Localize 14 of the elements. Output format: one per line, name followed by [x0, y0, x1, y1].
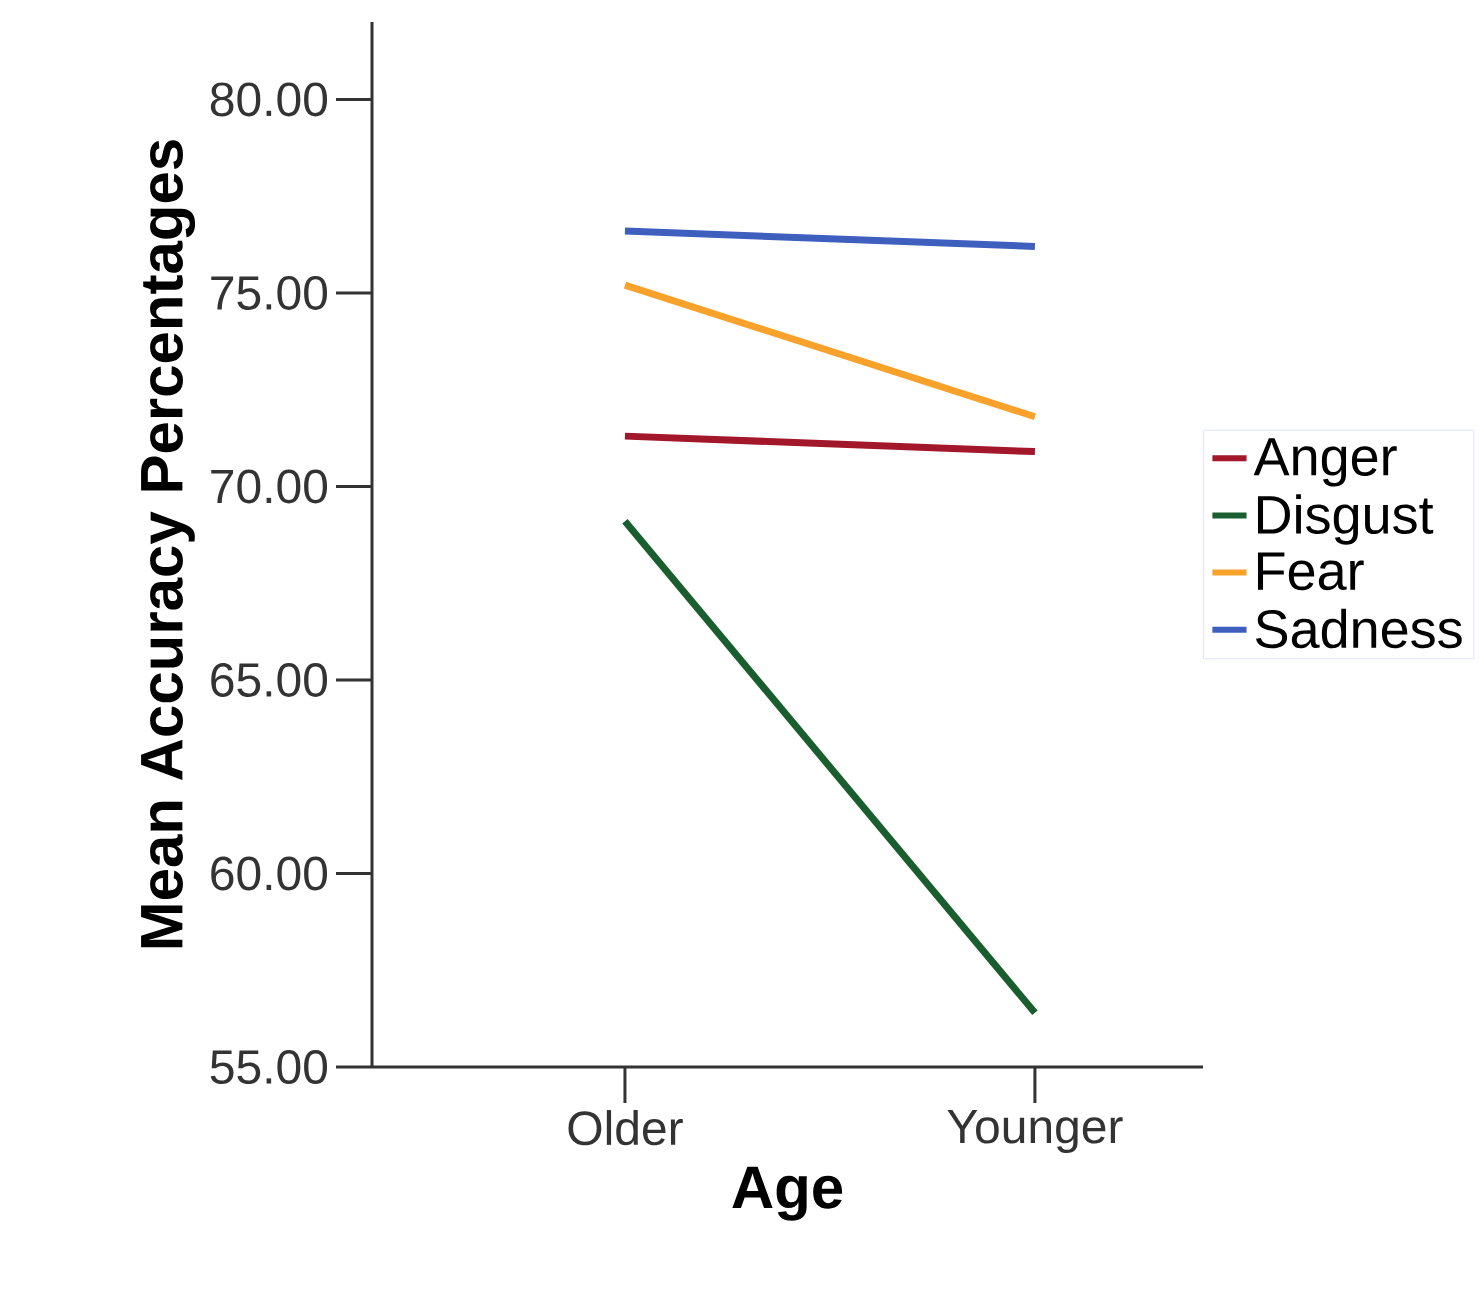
x-tick-label: Younger [947, 1110, 1123, 1154]
y-tick-label: 75.00 [211, 275, 328, 310]
legend-label: Anger [1253, 438, 1397, 487]
y-tick-label: 70.00 [211, 469, 328, 504]
y-tick-label: 55.00 [210, 1050, 328, 1084]
y-tick-label: 80.00 [210, 82, 328, 117]
x-axis-title: Age [732, 1166, 843, 1221]
legend-label: Fear [1257, 552, 1364, 591]
y-tick-label: 65.00 [211, 662, 328, 697]
x-tick-label: Older [568, 1110, 683, 1146]
y-axis-title: Mean Accuracy Percentages [141, 140, 196, 948]
y-tick-label: 60.00 [211, 856, 328, 891]
legend-label: Sadness [1256, 608, 1462, 649]
legend-label: Disgust [1257, 494, 1434, 545]
